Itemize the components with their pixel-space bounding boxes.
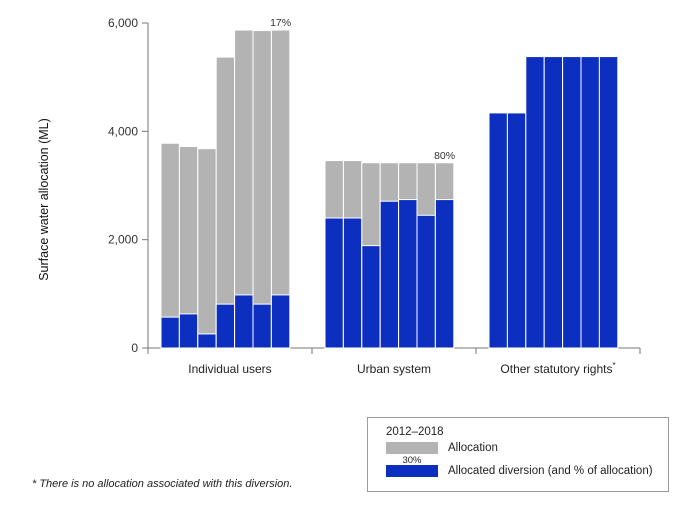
bars <box>160 29 619 349</box>
diversion-bar <box>197 333 217 349</box>
diversion-bar <box>252 303 272 349</box>
diversion-bar <box>525 56 545 349</box>
diversion-bar <box>506 112 527 349</box>
y-tick-label: 4,000 <box>108 124 138 138</box>
diversion-bar <box>234 294 254 349</box>
diversion-bar <box>342 217 363 349</box>
diversion-bar <box>416 214 436 349</box>
x-category-label: Urban system <box>357 362 431 376</box>
percent-data-label: 80% <box>434 150 455 162</box>
legend-item-diversion: 30% Allocated diversion (and % of alloca… <box>386 455 653 477</box>
diversion-bar <box>160 316 180 349</box>
diversion-bar <box>398 199 418 349</box>
data-labels: 17% 80% <box>270 17 455 162</box>
diversion-bar <box>543 56 564 349</box>
legend-title: 2012–2018 <box>386 426 444 438</box>
legend-swatch-diversion: 30% <box>386 455 438 477</box>
footnote: * There is no allocation associated with… <box>32 478 293 490</box>
legend-item-allocation: Allocation <box>386 442 498 454</box>
x-category-label: Individual users <box>188 362 271 376</box>
y-axis: 0 2,000 4,000 6,000 Surface water allocation… <box>37 16 149 355</box>
y-tick-label: 0 <box>131 341 138 355</box>
diversion-bar <box>270 294 291 349</box>
y-axis-title: Surface water allocation (ML) <box>37 118 51 281</box>
diversion-bar <box>361 245 381 349</box>
diversion-bar <box>488 112 508 349</box>
percent-data-label: 17% <box>270 17 291 29</box>
y-tick-label: 2,000 <box>108 233 138 247</box>
allocation-bar <box>252 30 272 349</box>
diversion-bar <box>324 217 344 349</box>
y-tick-label: 6,000 <box>108 16 138 30</box>
legend-label-allocation: Allocation <box>448 442 498 454</box>
diversion-bar <box>379 200 400 349</box>
diversion-bar <box>598 56 619 349</box>
diversion-bar <box>434 199 455 349</box>
diversion-bar <box>580 56 600 349</box>
diversion-bar <box>215 303 236 349</box>
legend-swatch-allocation <box>386 442 438 454</box>
diversion-bar <box>178 313 199 349</box>
legend-label-diversion: Allocated diversion (and % of allocation… <box>448 465 653 477</box>
diversion-bar <box>562 56 582 349</box>
legend-swatch-percent: 30% <box>402 455 422 466</box>
x-category-label: Other statutory rights* <box>500 361 615 376</box>
legend: 2012–2018 Allocation 30% Allocated diver… <box>367 417 669 492</box>
allocation-bar <box>197 148 217 349</box>
x-axis: Individual users Urban system Other statut… <box>147 347 641 376</box>
x-category-label-footnote-mark: * <box>612 361 615 370</box>
